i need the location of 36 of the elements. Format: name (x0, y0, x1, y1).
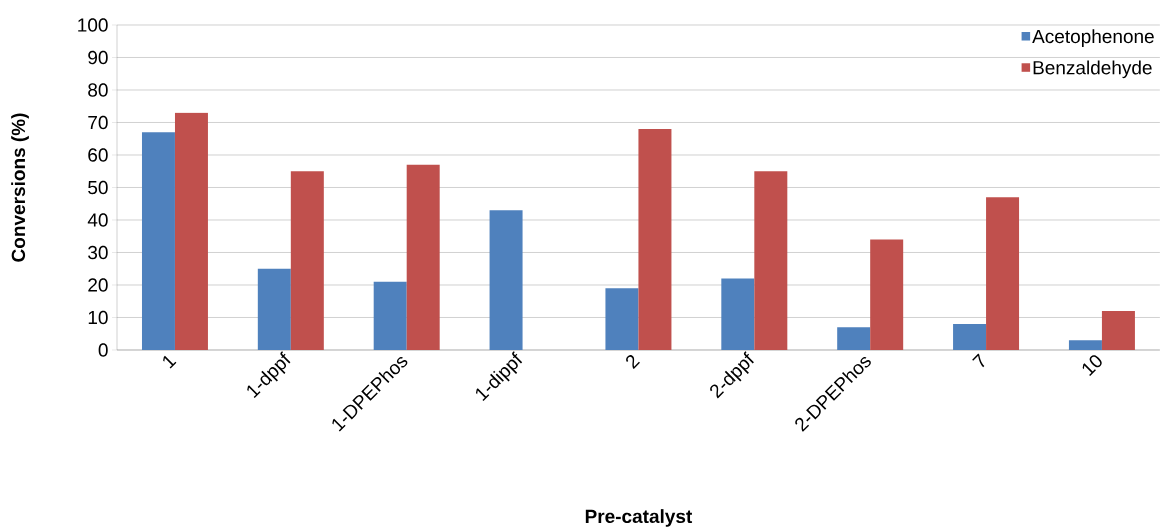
y-tick-label: 90 (88, 50, 108, 65)
bar (870, 239, 904, 350)
bar (290, 171, 324, 350)
bar (1101, 310, 1135, 350)
legend-label: Benzaldehyde (1033, 60, 1152, 79)
bar (721, 278, 755, 350)
bar (174, 112, 208, 350)
bar (986, 197, 1020, 350)
y-tick-label: 80 (88, 83, 108, 97)
bar (257, 268, 291, 350)
bar (373, 281, 407, 350)
bar (406, 164, 440, 350)
y-tick-label: 60 (88, 148, 108, 162)
bar (489, 210, 523, 350)
bar (754, 171, 788, 350)
x-tick-label: 10 (1082, 355, 1102, 377)
legend-label: Acetophenone (1032, 29, 1154, 47)
y-tick-label: 10 (88, 310, 108, 325)
bar (1068, 340, 1102, 350)
x-axis-title: Pre-catalyst (585, 509, 693, 527)
x-tick-label: 1 (163, 355, 177, 369)
x-tick-label: 2 (626, 355, 640, 369)
x-tick-label: 7 (972, 353, 985, 368)
bar (837, 327, 871, 350)
bar (141, 132, 175, 350)
bar (638, 128, 672, 350)
y-tick-label: 20 (88, 278, 108, 292)
y-axis-title: Conversions (%) (11, 113, 29, 262)
y-tick-label: 30 (88, 245, 108, 260)
y-tick-label: 70 (88, 115, 108, 130)
bar (605, 288, 639, 350)
y-tick-label: 40 (87, 213, 108, 227)
y-tick-label: 0 (98, 343, 108, 357)
y-tick-label: 100 (78, 18, 108, 32)
y-tick-label: 50 (88, 180, 108, 195)
bar (953, 323, 987, 350)
